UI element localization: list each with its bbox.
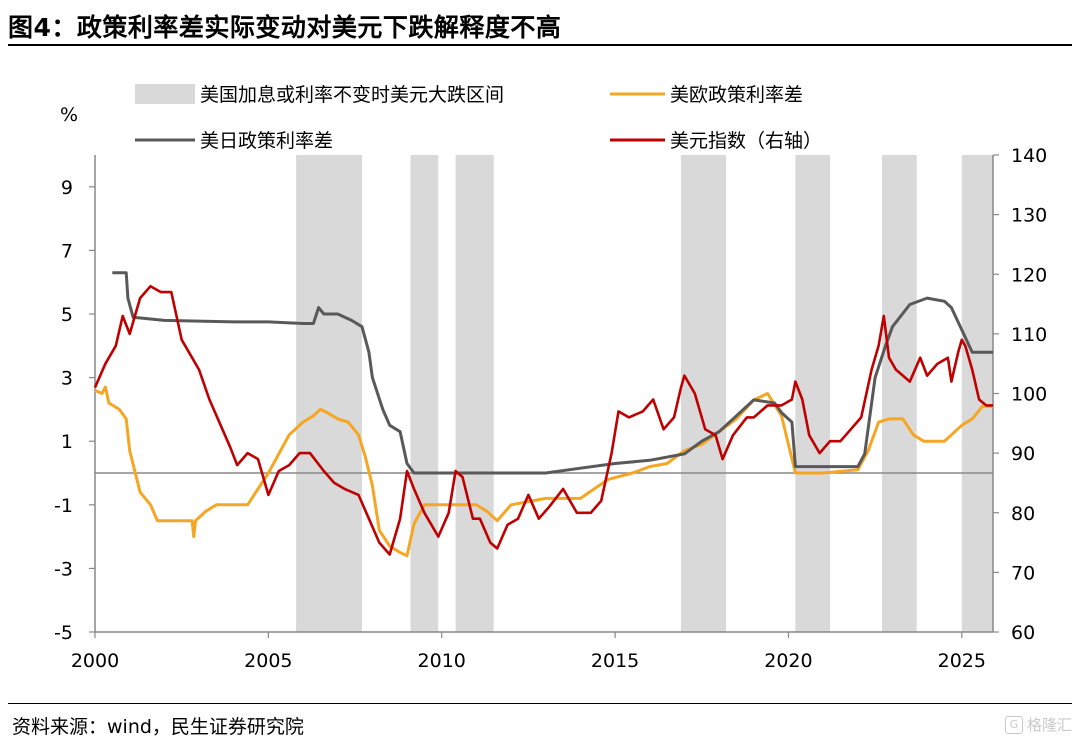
left-tick-label: 3 — [61, 368, 73, 390]
left-tick-label: 5 — [61, 304, 73, 326]
legend-swatch-shaded — [135, 84, 195, 104]
x-tick-label: 2025 — [938, 650, 986, 672]
x-tick-label: 2010 — [418, 650, 466, 672]
series-us-eu-rate-diff — [94, 385, 993, 558]
shaded-regions — [296, 155, 993, 632]
legend-label-us-eu: 美欧政策利率差 — [670, 84, 803, 106]
x-tick-label: 2020 — [764, 650, 812, 672]
right-tick-label: 140 — [1011, 145, 1047, 167]
shaded-region-1 — [410, 155, 439, 632]
shaded-region-3 — [680, 155, 727, 632]
legend-label-shaded: 美国加息或利率不变时美元大跌区间 — [200, 84, 504, 106]
series-dollar-index — [93, 284, 993, 556]
right-tick-label: 80 — [1011, 503, 1035, 525]
tick-labels: 9 7 5 3 1 -1 -3 -5 140 130 120 110 100 90 80 70 60 2000 20… — [54, 145, 1047, 672]
x-tick-label: 2005 — [244, 650, 292, 672]
footer-rule — [8, 703, 1072, 704]
x-tick-label: 2000 — [71, 650, 119, 672]
left-tick-label: -5 — [54, 622, 73, 644]
right-tick-label: 120 — [1011, 264, 1047, 286]
chart: 9 7 5 3 1 -1 -3 -5 140 130 120 110 100 90 80 70 60 2000 20… — [54, 84, 1047, 672]
right-tick-label: 90 — [1011, 443, 1035, 465]
left-axis-unit: % — [60, 104, 78, 126]
shaded-region-2 — [455, 155, 494, 632]
title-rule — [8, 44, 1072, 46]
shaded-region-5 — [882, 155, 917, 632]
legend-label-us-jp: 美日政策利率差 — [200, 130, 333, 152]
figure-title: 图4：政策利率差实际变动对美元下跌解释度不高 — [8, 13, 562, 42]
watermark-text: 格隆汇 — [1026, 716, 1072, 734]
legend: 美国加息或利率不变时美元大跌区间 美欧政策利率差 美日政策利率差 美元指数（右轴… — [135, 84, 822, 152]
series-lines — [93, 271, 993, 558]
right-tick-label: 110 — [1011, 324, 1047, 346]
watermark: G 格隆汇 — [1004, 714, 1072, 735]
left-tick-label: 7 — [61, 240, 73, 262]
left-tick-label: -1 — [54, 495, 73, 517]
right-tick-label: 60 — [1011, 622, 1035, 644]
right-tick-label: 70 — [1011, 562, 1035, 584]
x-tick-label: 2015 — [591, 650, 639, 672]
shaded-region-0 — [296, 155, 362, 632]
left-tick-label: 9 — [61, 177, 73, 199]
left-tick-label: -3 — [54, 558, 73, 580]
watermark-logo-icon: G — [1004, 715, 1023, 734]
axes — [89, 154, 999, 638]
source-note: 资料来源：wind，民生证券研究院 — [12, 716, 304, 738]
legend-label-dxy: 美元指数（右轴） — [670, 130, 822, 152]
series-us-jp-rate-diff — [112, 271, 993, 475]
left-tick-label: 1 — [61, 431, 73, 453]
right-tick-label: 130 — [1011, 205, 1047, 227]
right-tick-label: 100 — [1011, 384, 1047, 406]
